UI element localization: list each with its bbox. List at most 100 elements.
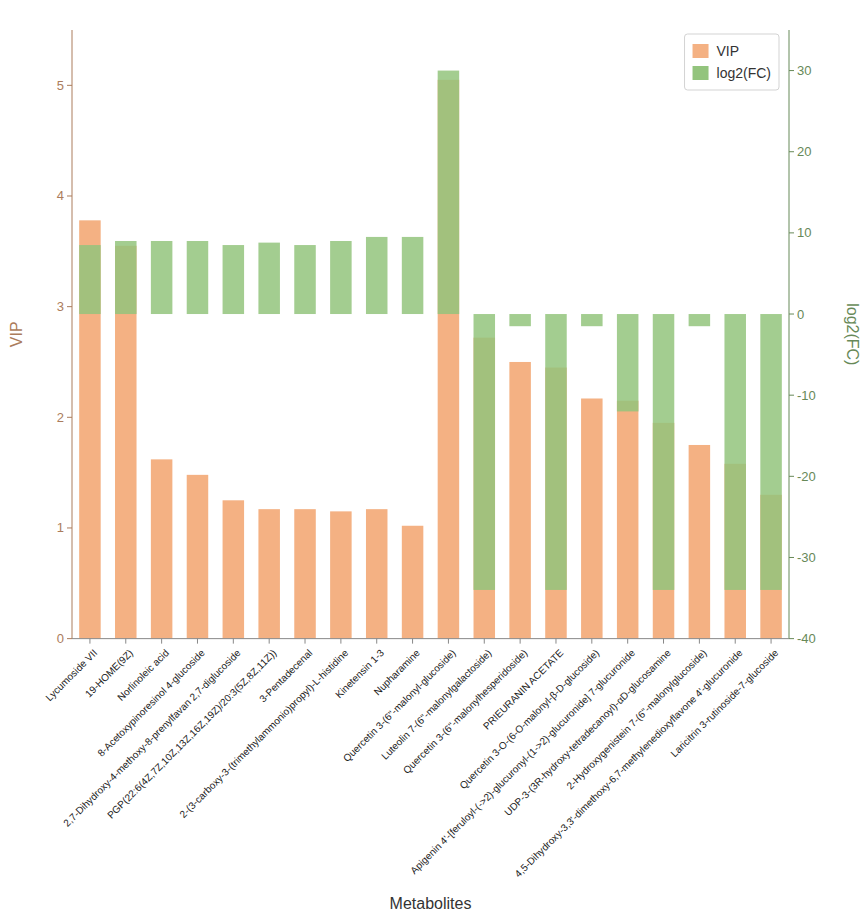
legend-box bbox=[685, 34, 779, 90]
y-axis-title: VIP bbox=[8, 321, 25, 347]
x-tick bbox=[269, 639, 270, 644]
x-axis-line bbox=[72, 638, 789, 639]
x-tick bbox=[591, 639, 592, 644]
bar bbox=[366, 237, 388, 314]
y2-tick bbox=[789, 232, 794, 233]
bar bbox=[115, 241, 137, 314]
bar bbox=[581, 314, 603, 326]
bar bbox=[438, 71, 460, 314]
y2-tick-label: -30 bbox=[797, 550, 816, 565]
x-tick bbox=[699, 639, 700, 644]
axes: 012345-40-30-20-100102030Lycumoside VII1… bbox=[43, 30, 815, 879]
x-tick bbox=[376, 639, 377, 644]
y-tick-label: 4 bbox=[57, 188, 64, 203]
x-tick bbox=[412, 639, 413, 644]
chart: 012345-40-30-20-100102030Lycumoside VII1… bbox=[0, 0, 867, 923]
y2-axis-title: log2(FC) bbox=[844, 303, 861, 365]
bar bbox=[689, 445, 711, 639]
bar bbox=[509, 362, 531, 639]
x-tick bbox=[735, 639, 736, 644]
legend: VIP log2(FC) bbox=[685, 34, 779, 90]
x-tick bbox=[233, 639, 234, 644]
y2-tick-label: 0 bbox=[797, 307, 804, 322]
y-tick bbox=[67, 417, 72, 418]
y-tick bbox=[67, 195, 72, 196]
y-tick-label: 1 bbox=[57, 520, 64, 535]
bar bbox=[402, 526, 424, 639]
y2-tick bbox=[789, 314, 794, 315]
bar bbox=[223, 500, 245, 638]
y-tick-label: 2 bbox=[57, 410, 64, 425]
bar bbox=[151, 241, 173, 314]
right-axis-line bbox=[789, 30, 790, 639]
x-tick bbox=[555, 639, 556, 644]
bar bbox=[545, 314, 567, 590]
bar bbox=[294, 509, 316, 638]
y-tick-label: 0 bbox=[57, 631, 64, 646]
bar bbox=[581, 398, 603, 638]
y2-tick-label: 10 bbox=[797, 225, 811, 240]
y2-tick-label: -40 bbox=[797, 631, 816, 646]
legend-label: log2(FC) bbox=[717, 65, 771, 81]
y2-tick bbox=[789, 70, 794, 71]
x-tick bbox=[663, 639, 664, 644]
bar bbox=[474, 314, 496, 590]
bar bbox=[689, 314, 711, 326]
x-tick bbox=[448, 639, 449, 644]
y2-tick bbox=[789, 557, 794, 558]
bar bbox=[187, 241, 209, 314]
y-tick bbox=[67, 527, 72, 528]
x-tick-label: Quercetin 3-(6"-malonylhesperidoside) bbox=[401, 647, 530, 776]
y2-tick bbox=[789, 476, 794, 477]
bar bbox=[617, 401, 639, 639]
x-tick bbox=[520, 639, 521, 644]
x-tick bbox=[627, 639, 628, 644]
bar bbox=[258, 243, 280, 314]
bar bbox=[79, 245, 101, 314]
bar bbox=[366, 509, 388, 638]
bar bbox=[258, 509, 280, 638]
x-tick-label: 2,7-Dihydroxy-4-methoxy-8-prenylfavan 2,… bbox=[61, 647, 243, 829]
y2-tick bbox=[789, 638, 794, 639]
x-tick bbox=[89, 639, 90, 644]
bar bbox=[402, 237, 424, 314]
x-tick-label: PGP(22:6(4Z,7Z,10Z,13Z,16Z,19Z)/20:3(5Z,… bbox=[105, 647, 278, 820]
x-tick-label: UDP-3-(3R-hydroxy-tetradecanoyl)-αD-gluc… bbox=[502, 647, 673, 818]
y2-tick-label: -20 bbox=[797, 469, 816, 484]
bar bbox=[509, 314, 531, 326]
y-tick bbox=[67, 306, 72, 307]
bar bbox=[79, 220, 101, 638]
legend-label: VIP bbox=[717, 43, 740, 59]
legend-swatch bbox=[693, 66, 709, 80]
bar bbox=[653, 314, 675, 590]
bar bbox=[760, 314, 782, 590]
bar bbox=[294, 245, 316, 314]
y-tick bbox=[67, 638, 72, 639]
x-tick-label: 2-Hydroxygenistein 7-(6"-malonylglucosid… bbox=[564, 647, 708, 791]
x-tick bbox=[340, 639, 341, 644]
x-tick-label: Apigenin 4'-[feruloyl-(->2)-glucuronyl-(… bbox=[408, 647, 637, 876]
bar bbox=[223, 245, 245, 314]
x-tick bbox=[305, 639, 306, 644]
bar bbox=[187, 475, 209, 639]
legend-swatch bbox=[693, 44, 709, 58]
bars bbox=[79, 71, 782, 639]
bar bbox=[330, 241, 352, 314]
x-tick-label: Laricitrin 3-rutinoside-7-glucoside bbox=[669, 647, 781, 759]
y-tick-label: 5 bbox=[57, 78, 64, 93]
y-tick bbox=[67, 85, 72, 86]
y2-tick-label: -10 bbox=[797, 388, 816, 403]
x-tick bbox=[197, 639, 198, 644]
x-axis-title: Metabolites bbox=[390, 895, 472, 912]
bar bbox=[330, 511, 352, 638]
x-tick-label: 2-(3-carboxy-3-(trimethylammonio)propyl)… bbox=[177, 647, 350, 820]
y-tick-label: 3 bbox=[57, 299, 64, 314]
y2-tick bbox=[789, 151, 794, 152]
x-tick-label: 4,5-Dihydroxy-3,3'-dimethoxy-6,7-methyle… bbox=[512, 647, 744, 879]
x-tick bbox=[125, 639, 126, 644]
bar bbox=[617, 314, 639, 411]
y2-tick-label: 30 bbox=[797, 63, 811, 78]
y2-tick-label: 20 bbox=[797, 144, 811, 159]
x-tick bbox=[484, 639, 485, 644]
bar bbox=[151, 459, 173, 638]
